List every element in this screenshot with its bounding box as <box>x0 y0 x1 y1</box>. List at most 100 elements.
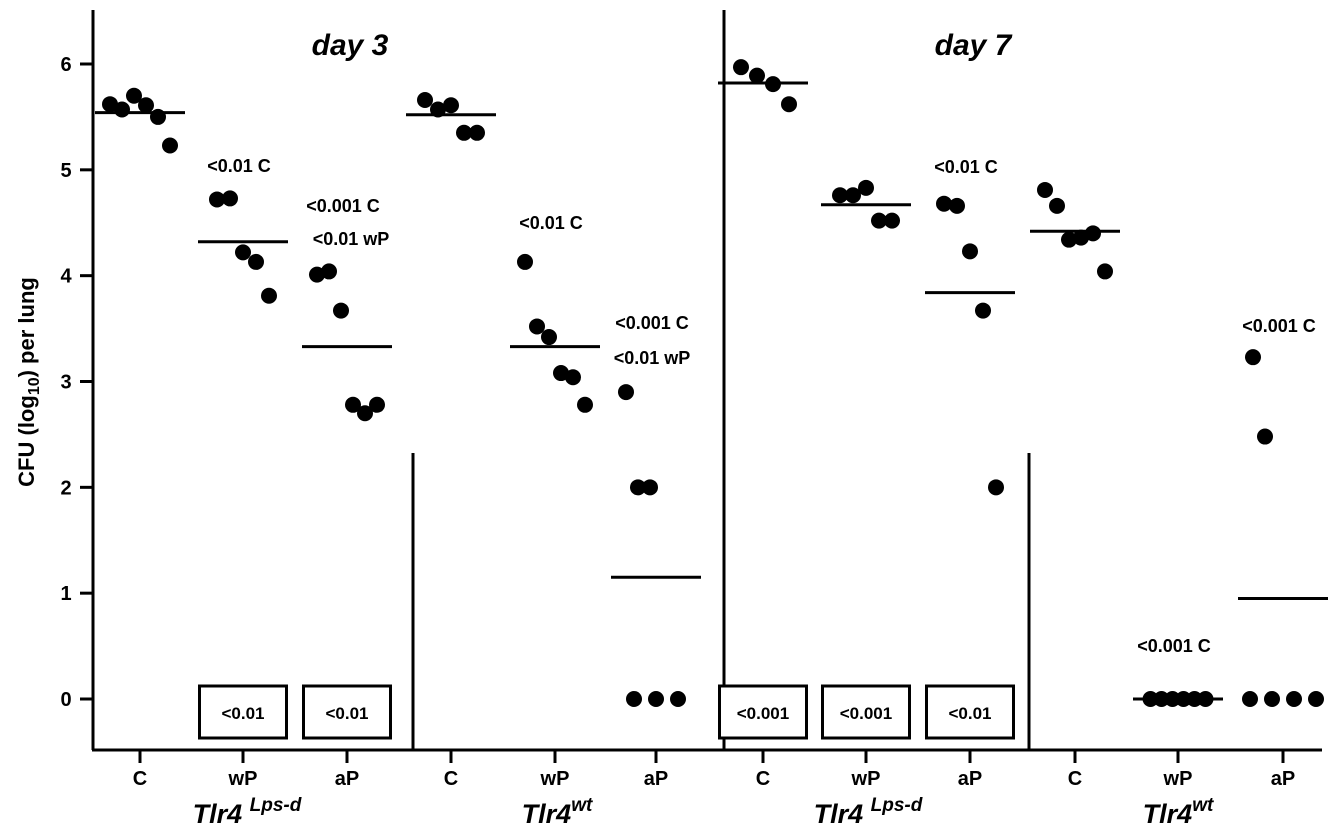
y-axis-label-text: ) per lung <box>14 277 39 377</box>
p-value-box <box>198 684 288 740</box>
x-tick-label: aP <box>335 768 359 790</box>
x-tick-label: wP <box>1163 768 1193 790</box>
data-point <box>630 479 646 496</box>
data-point <box>222 190 238 207</box>
data-point <box>469 124 485 141</box>
strain-name: Tlr4 <box>814 799 871 829</box>
significance-label: <0.001 C <box>615 313 689 333</box>
x-tick-label: C <box>756 768 770 790</box>
y-tick-label: 5 <box>60 160 71 182</box>
data-point <box>1245 349 1261 366</box>
data-point <box>126 87 142 104</box>
p-value-box <box>302 684 392 740</box>
data-point <box>235 244 251 261</box>
data-point <box>417 91 433 108</box>
significance-label: <0.001 C <box>1242 316 1316 336</box>
x-tick-label: wP <box>540 768 570 790</box>
x-tick-label: C <box>444 768 458 790</box>
data-point <box>733 59 749 76</box>
p-value-box-label: <0.001 <box>840 704 892 723</box>
x-tick-label: aP <box>958 768 982 790</box>
strain-superscript: wt <box>1192 795 1214 816</box>
strain-name: Tlr4 <box>193 799 250 829</box>
panel-title: day 3 <box>312 29 389 62</box>
strain-superscript: Lps-d <box>250 795 302 816</box>
significance-label: <0.001 C <box>306 196 380 216</box>
data-point <box>369 396 385 413</box>
y-tick-label: 0 <box>60 689 71 711</box>
significance-label: <0.01 wP <box>614 348 691 368</box>
data-point <box>1085 225 1101 242</box>
data-point <box>749 67 765 84</box>
data-point <box>333 302 349 319</box>
data-point <box>962 243 978 260</box>
data-point <box>456 124 472 141</box>
data-point <box>858 179 874 196</box>
data-point <box>1264 691 1280 707</box>
data-point <box>832 187 848 204</box>
data-point <box>845 187 861 204</box>
data-point <box>1308 691 1324 707</box>
p-value-box <box>821 684 911 740</box>
data-point <box>248 253 264 270</box>
data-point <box>936 195 952 212</box>
data-point <box>309 266 325 283</box>
p-value-box-label: <0.01 <box>948 704 991 723</box>
y-tick-label: 4 <box>60 266 72 288</box>
data-point <box>1257 428 1273 445</box>
strain-label: Tlr4wt <box>522 795 593 829</box>
y-axis-label: CFU (log10) per lung <box>14 277 43 487</box>
data-point <box>261 287 277 304</box>
y-tick-label: 2 <box>60 477 71 499</box>
data-point <box>517 253 533 270</box>
significance-label: <0.01 wP <box>313 229 390 249</box>
y-tick-label: 6 <box>60 54 71 76</box>
x-tick-label: C <box>1068 768 1082 790</box>
data-point <box>541 329 557 346</box>
data-point <box>988 479 1004 496</box>
data-point <box>1073 229 1089 246</box>
significance-label: <0.01 C <box>519 213 583 233</box>
data-point <box>670 691 686 707</box>
data-point <box>871 212 887 229</box>
data-point <box>642 479 658 496</box>
data-point <box>648 691 664 707</box>
p-value-box <box>925 684 1015 740</box>
significance-label: <0.001 C <box>1137 636 1211 656</box>
data-point <box>1049 197 1065 214</box>
x-tick-label: aP <box>644 768 668 790</box>
data-point <box>565 369 581 386</box>
data-point <box>162 137 178 154</box>
x-tick-label: C <box>133 768 147 790</box>
x-tick-label: aP <box>1271 768 1295 790</box>
data-point <box>321 263 337 280</box>
strain-label: Tlr4wt <box>1143 795 1214 829</box>
data-point <box>1286 691 1302 707</box>
data-point <box>114 101 130 118</box>
data-point <box>443 97 459 114</box>
p-value-box-label: <0.01 <box>325 704 368 723</box>
data-point <box>781 96 797 113</box>
data-point <box>209 191 225 208</box>
y-axis-label-subscript: 10 <box>26 377 43 395</box>
data-point <box>1037 181 1053 198</box>
y-axis-label-text: CFU (log <box>14 395 39 487</box>
strain-name: Tlr4 <box>522 799 572 829</box>
panel-title: day 7 <box>935 29 1013 62</box>
strain-superscript: Lps-d <box>871 795 923 816</box>
data-point <box>618 384 634 401</box>
strain-label: Tlr4 Lps-d <box>814 795 923 829</box>
data-point <box>626 691 642 707</box>
significance-label: <0.01 C <box>207 156 271 176</box>
data-point <box>138 97 154 114</box>
p-value-box <box>718 684 808 740</box>
strain-name: Tlr4 <box>1143 799 1193 829</box>
data-point <box>357 405 373 422</box>
data-point <box>1061 231 1077 248</box>
strain-superscript: wt <box>571 795 593 816</box>
data-point <box>529 318 545 335</box>
data-point <box>345 396 361 413</box>
data-point <box>975 302 991 319</box>
